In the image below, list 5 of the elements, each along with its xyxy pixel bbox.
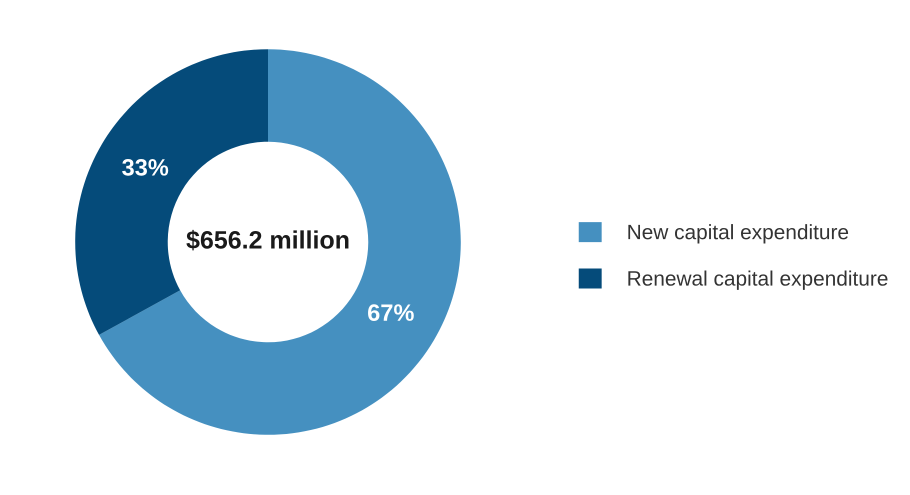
text: $656.2 million bbox=[186, 230, 348, 250]
legend-label: New capital expenditure bbox=[628, 224, 848, 244]
data-label: 67% bbox=[368, 304, 414, 321]
data-label: 33% bbox=[122, 158, 168, 176]
legend-label: Renewal capital expenditure bbox=[628, 270, 888, 290]
